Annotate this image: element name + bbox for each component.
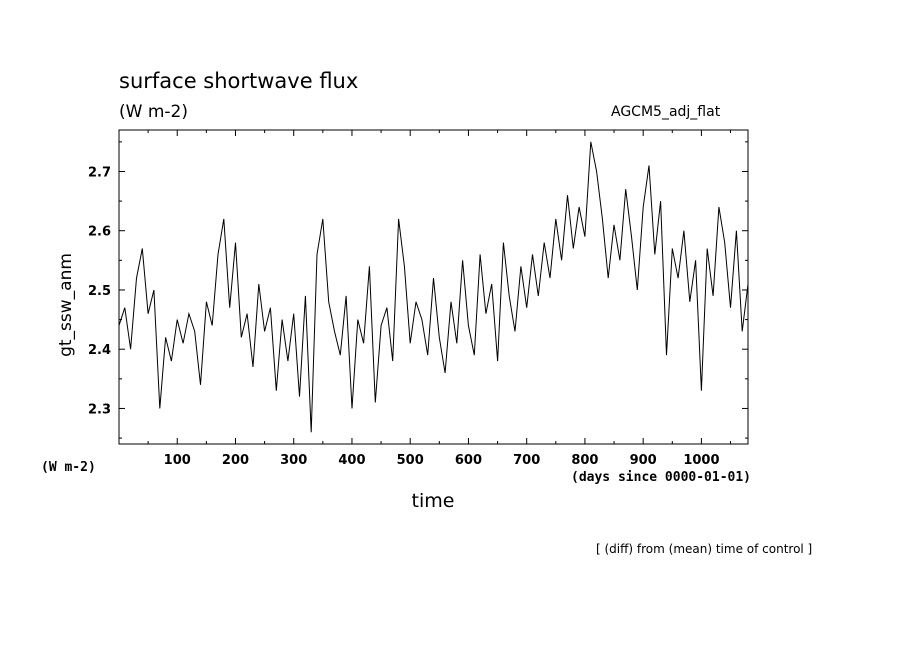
- x-tick-label: 500: [397, 453, 424, 468]
- y-tick-label: 2.3: [88, 402, 111, 417]
- plot-frame: [118, 129, 749, 445]
- y-axis-unit: (W m-2): [41, 460, 96, 475]
- x-tick-label: 600: [455, 453, 482, 468]
- x-tick-label: 300: [280, 453, 307, 468]
- x-axis-ticks: 100 200 300 400 500 600 700 800 900 1000: [147, 130, 732, 468]
- x-tick-label: 1000: [683, 453, 719, 468]
- chart-title: surface shortwave flux: [119, 69, 359, 93]
- y-tick-label: 2.6: [88, 225, 111, 240]
- x-tick-label: 200: [222, 453, 249, 468]
- y-axis-label: gt_ssw_anm: [56, 253, 76, 357]
- x-tick-label: 800: [571, 453, 598, 468]
- x-axis-unit: (days since 0000-01-01): [571, 470, 752, 485]
- x-tick-label: 900: [630, 453, 657, 468]
- y-tick-label: 2.4: [88, 343, 111, 358]
- y-tick-label: 2.5: [88, 284, 111, 299]
- chart-units: (W m-2): [119, 102, 188, 122]
- footnote: [ (diff) from (mean) time of control ]: [596, 542, 813, 556]
- y-axis-ticks: 2.3 2.4 2.5 2.6 2.7: [88, 141, 748, 439]
- x-tick-label: 700: [513, 453, 540, 468]
- y-tick-label: 2.7: [88, 165, 111, 180]
- model-label: AGCM5_adj_flat: [611, 104, 721, 120]
- x-tick-label: 100: [164, 453, 191, 468]
- x-axis-label: time: [411, 490, 455, 512]
- series-line: [118, 141, 749, 433]
- x-tick-label: 400: [338, 453, 365, 468]
